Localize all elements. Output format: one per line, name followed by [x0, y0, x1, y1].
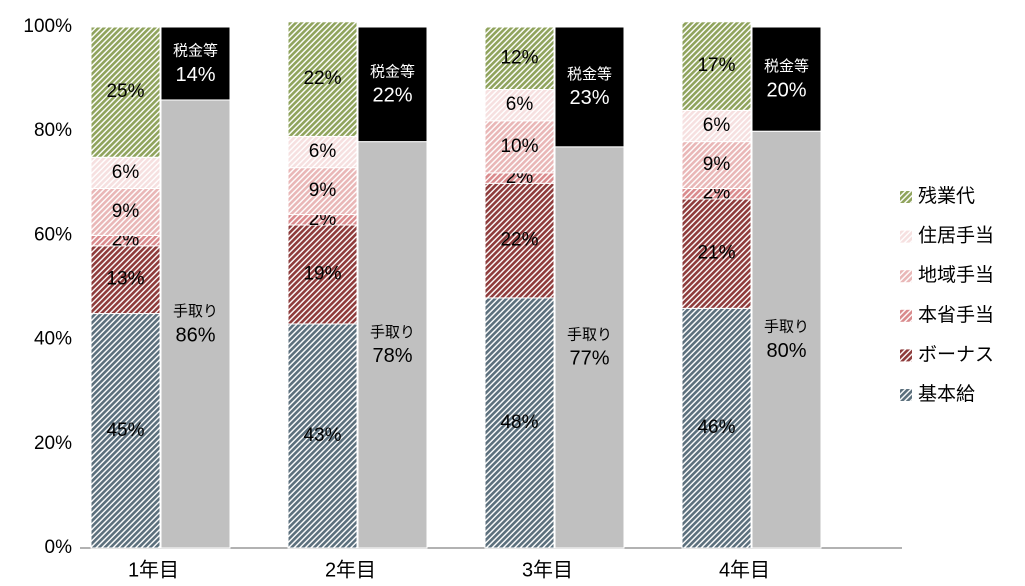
bar-segment: [287, 224, 358, 325]
bar-segment: [681, 141, 752, 190]
bar-segment: [554, 26, 625, 148]
value-label: 13%: [106, 269, 144, 290]
legend-label: ボーナス: [918, 343, 994, 365]
y-tick-label: 40%: [34, 329, 72, 350]
legend-swatch: [900, 389, 912, 401]
bar-segment: [90, 245, 161, 315]
bar-segment: [681, 307, 752, 549]
x-tick-label: 4年目: [719, 558, 770, 581]
bar-segment: [90, 188, 161, 236]
segment-name: 税金等: [567, 65, 612, 83]
value-label: 80%: [766, 340, 806, 362]
value-label: 22%: [500, 230, 538, 251]
bar-segment: [681, 21, 752, 111]
y-tick-label: 60%: [34, 224, 72, 245]
value-label: 14%: [175, 64, 215, 86]
legend-label: 地域手当: [918, 264, 994, 286]
value-label: 21%: [697, 243, 735, 264]
bar-segment: [287, 323, 358, 549]
segment-name: 手取り: [370, 324, 415, 341]
value-label: 77%: [569, 348, 609, 370]
bar-segment: [90, 26, 161, 158]
bar-segment: [751, 130, 822, 549]
value-label: 6%: [309, 141, 337, 162]
value-label: 6%: [703, 115, 731, 136]
legend-swatch: [900, 191, 912, 203]
legend-label: 本省手当: [918, 304, 994, 326]
value-label: 9%: [112, 201, 140, 222]
bar-segment: [90, 156, 161, 190]
segment-name: 税金等: [173, 41, 218, 59]
value-label: 22%: [372, 85, 412, 107]
bar-segment: [484, 89, 555, 122]
value-label: 78%: [372, 345, 412, 367]
x-tick-label: 2年目: [325, 558, 376, 581]
bar-segment: [681, 109, 752, 143]
value-label: 86%: [175, 324, 215, 346]
bar-segment: [357, 141, 428, 549]
value-label: 10%: [500, 136, 538, 157]
bar-segment: [751, 26, 822, 132]
value-label: 17%: [697, 55, 735, 76]
bar-segment: [484, 182, 555, 299]
value-label: 23%: [569, 87, 609, 109]
x-tick-label: 1年目: [128, 558, 179, 581]
value-label: 20%: [766, 79, 806, 101]
value-label: 6%: [506, 94, 534, 115]
y-tick-label: 80%: [34, 120, 72, 141]
value-label: 25%: [106, 81, 144, 102]
value-label: 48%: [500, 412, 538, 433]
y-tick-label: 100%: [23, 16, 72, 37]
value-label: 46%: [697, 417, 735, 438]
legend-swatch: [900, 349, 912, 362]
segment-name: 手取り: [567, 326, 612, 343]
segment-name: 手取り: [764, 319, 809, 336]
bar-segment: [484, 26, 555, 91]
value-label: 9%: [309, 180, 337, 201]
legend-swatch: [900, 270, 912, 283]
legend-label: 基本給: [918, 383, 975, 405]
segment-name: 手取り: [173, 303, 218, 320]
value-label: 6%: [112, 162, 140, 183]
value-label: 43%: [303, 425, 341, 446]
y-tick-label: 0%: [45, 537, 73, 558]
value-label: 45%: [106, 420, 144, 441]
bar-segment: [160, 26, 231, 101]
bar-segment: [681, 198, 752, 309]
value-label: 9%: [703, 154, 731, 175]
legend-swatch: [900, 230, 912, 243]
bar-segment: [160, 99, 231, 549]
value-label: 19%: [303, 263, 341, 284]
x-tick-label: 3年目: [522, 558, 573, 581]
bar-segment: [484, 297, 555, 549]
legend-swatch: [900, 309, 912, 322]
bar-segment: [287, 21, 358, 137]
value-label: 22%: [303, 68, 341, 89]
segment-name: 税金等: [764, 57, 809, 75]
bar-segment: [90, 313, 161, 549]
legend-label: 住居手当: [918, 225, 994, 247]
y-tick-label: 20%: [34, 433, 72, 454]
segment-name: 税金等: [370, 62, 415, 80]
value-label: 12%: [500, 47, 538, 68]
bar-segment: [357, 26, 428, 143]
bar-segment: [554, 146, 625, 549]
legend-label: 残業代: [918, 185, 975, 207]
bar-segment: [287, 135, 358, 169]
